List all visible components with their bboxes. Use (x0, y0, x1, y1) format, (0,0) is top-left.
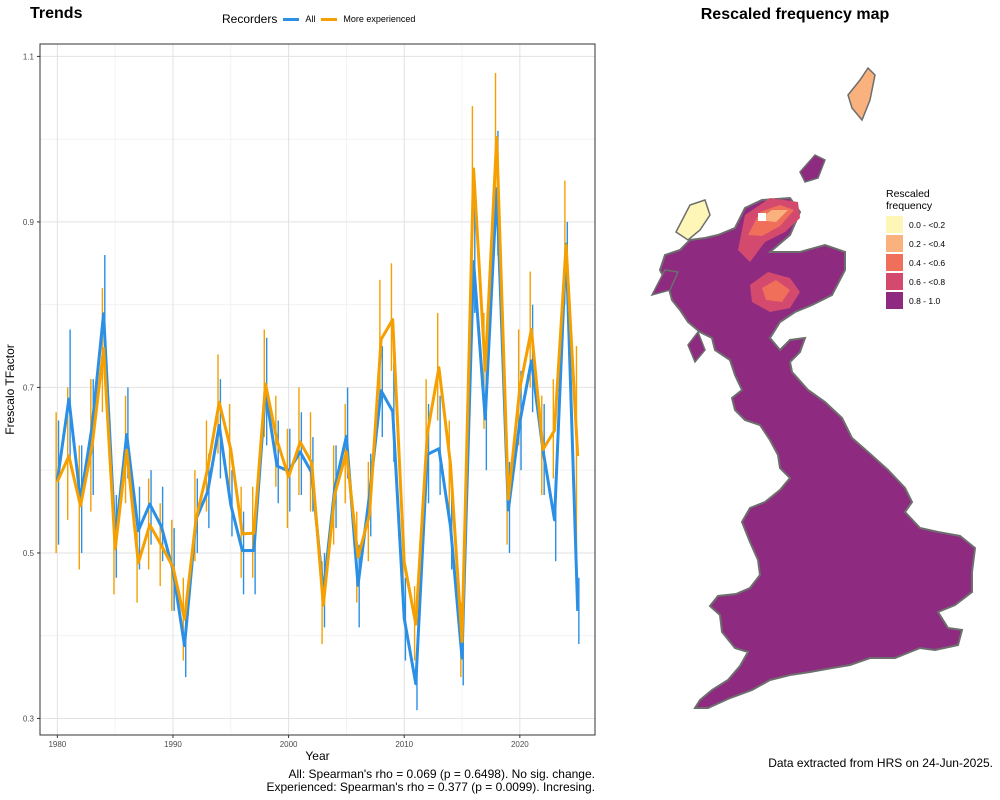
map-title: Rescaled frequency map (700, 6, 890, 23)
y-tick-label: 0.5 (23, 549, 35, 558)
stats-experienced: Experienced: Spearman's rho = 0.377 (p =… (266, 780, 596, 794)
map-west-island-3 (687, 330, 706, 364)
frequency-map (650, 66, 977, 709)
map-shetland (847, 66, 876, 122)
x-tick-label: 1980 (48, 740, 66, 749)
map-legend-swatch (886, 216, 903, 233)
x-tick-label: 2020 (511, 740, 529, 749)
map-legend-row: 0.0 - <0.2 (886, 215, 945, 234)
x-axis-label: Year (305, 749, 329, 763)
y-tick-label: 0.7 (23, 383, 35, 392)
y-tick-label: 0.3 (23, 714, 35, 723)
map-legend-title-line1: Rescaled (886, 188, 930, 200)
y-tick-label: 1.1 (23, 52, 35, 61)
map-legend-row: 0.4 - <0.6 (886, 253, 945, 272)
map-west-island-2 (650, 269, 680, 297)
legend-all-label: All (305, 14, 316, 24)
y-axis-label: Frescalo TFactor (3, 344, 17, 434)
map-legend-swatch (886, 273, 903, 290)
data-extraction-note: Data extracted from HRS on 24-Jun-2025. (768, 756, 993, 770)
map-legend: Rescaled frequency 0.0 - <0.2 0.2 - <0.4… (886, 188, 945, 310)
map-main-body (658, 196, 977, 709)
series-line-experienced (55, 136, 580, 643)
map-legend-row: 0.8 - 1.0 (886, 291, 945, 310)
map-legend-row: 0.6 - <0.8 (886, 272, 945, 291)
trends-chart: 0.3 0.5 0.7 0.9 1.1 1980 1990 2000 2010 2020 Year F… (3, 43, 596, 763)
map-legend-label: 0.4 - <0.6 (909, 257, 946, 268)
x-tick-label: 2000 (280, 740, 298, 749)
legend-experienced-swatch (321, 17, 338, 21)
map-legend-swatch (886, 235, 903, 252)
plot-border (39, 43, 596, 736)
stats-text: All: Spearman's rho = 0.069 (p = 0.6498)… (150, 767, 596, 794)
x-tick-label: 1990 (164, 740, 182, 749)
recorders-legend: Recorders All More experienced (222, 12, 415, 26)
map-legend-title: Rescaled frequency (886, 188, 945, 212)
map-legend-label: 0.2 - <0.4 (909, 238, 946, 249)
legend-title: Recorders (222, 12, 278, 26)
map-legend-label: 0.8 - 1.0 (909, 295, 941, 306)
trends-title: Trends (30, 5, 83, 22)
map-west-island (675, 199, 711, 241)
map-legend-label: 0.0 - <0.2 (909, 219, 946, 230)
x-tick-label: 2010 (395, 740, 413, 749)
stats-all: All: Spearman's rho = 0.069 (p = 0.6498)… (288, 767, 595, 781)
map-legend-title-line2: frequency (886, 200, 933, 212)
map-north-gap (758, 213, 766, 221)
y-tick-label: 0.9 (23, 218, 35, 227)
map-highland-inner (762, 280, 790, 302)
map-legend-swatch (886, 292, 903, 309)
map-legend-swatch (886, 254, 903, 271)
legend-all-swatch (283, 17, 300, 21)
plot-panel (40, 44, 595, 735)
map-orkney (799, 154, 826, 183)
map-legend-label: 0.6 - <0.8 (909, 276, 946, 287)
legend-experienced-label: More experienced (343, 14, 416, 24)
map-legend-row: 0.2 - <0.4 (886, 234, 945, 253)
